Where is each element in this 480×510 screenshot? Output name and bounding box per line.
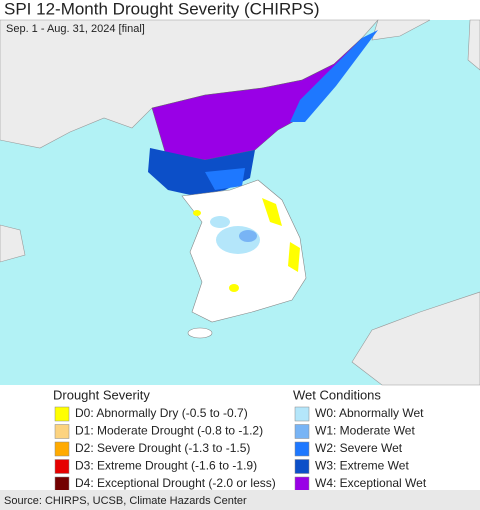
legend-title: Drought Severity	[53, 387, 150, 402]
north-korea-w2	[290, 30, 378, 122]
island	[187, 327, 213, 339]
footer-bar	[0, 490, 480, 510]
legend-label: W2: Severe Wet	[315, 441, 403, 455]
legend-title: Wet Conditions	[293, 387, 381, 402]
japan-north	[467, 19, 480, 71]
legend-swatch	[54, 459, 70, 474]
legend: Drought Severity D0: Abnormally Dry (-0.5…	[53, 387, 427, 492]
legend-swatch	[294, 424, 310, 439]
legend-label: D0: Abnormally Dry (-0.5 to -0.7)	[75, 406, 248, 420]
subtitle: Sep. 1 - Aug. 31, 2024 [final]	[6, 23, 145, 35]
title: SPI 12-Month Drought Severity (CHIRPS)	[4, 0, 320, 18]
wet-patch	[205, 168, 245, 190]
legend-label: W4: Exceptional Wet	[315, 476, 427, 490]
legend-swatch	[294, 459, 310, 474]
legend-label: D3: Extreme Drought (-1.6 to -1.9)	[75, 459, 257, 473]
dry-patch	[288, 242, 300, 272]
legend-swatch	[54, 476, 70, 492]
legend-label: D1: Moderate Drought (-0.8 to -1.2)	[75, 424, 263, 438]
legend-swatch	[294, 406, 310, 422]
map	[0, 19, 480, 386]
legend-swatch	[54, 441, 70, 457]
wet-patch	[239, 230, 257, 242]
japan-land	[351, 291, 480, 386]
wet-patch	[210, 216, 230, 228]
legend-label: D2: Severe Drought (-1.3 to -1.5)	[75, 441, 250, 455]
dry-patch	[193, 210, 201, 216]
legend-label: W0: Abnormally Wet	[315, 406, 424, 420]
source: Source: CHIRPS, UCSB, Climate Hazards Ce…	[4, 495, 247, 507]
legend-swatch	[54, 406, 70, 422]
china-coast	[0, 224, 26, 263]
legend-swatch	[294, 441, 310, 457]
legend-label: D4: Exceptional Drought (-2.0 or less)	[75, 476, 276, 490]
dry-patch	[229, 284, 239, 292]
legend-swatch	[54, 424, 70, 439]
dry-patch	[262, 198, 282, 226]
legend-label: W1: Moderate Wet	[315, 424, 415, 438]
legend-swatch	[294, 476, 310, 492]
legend-label: W3: Extreme Wet	[315, 459, 409, 473]
